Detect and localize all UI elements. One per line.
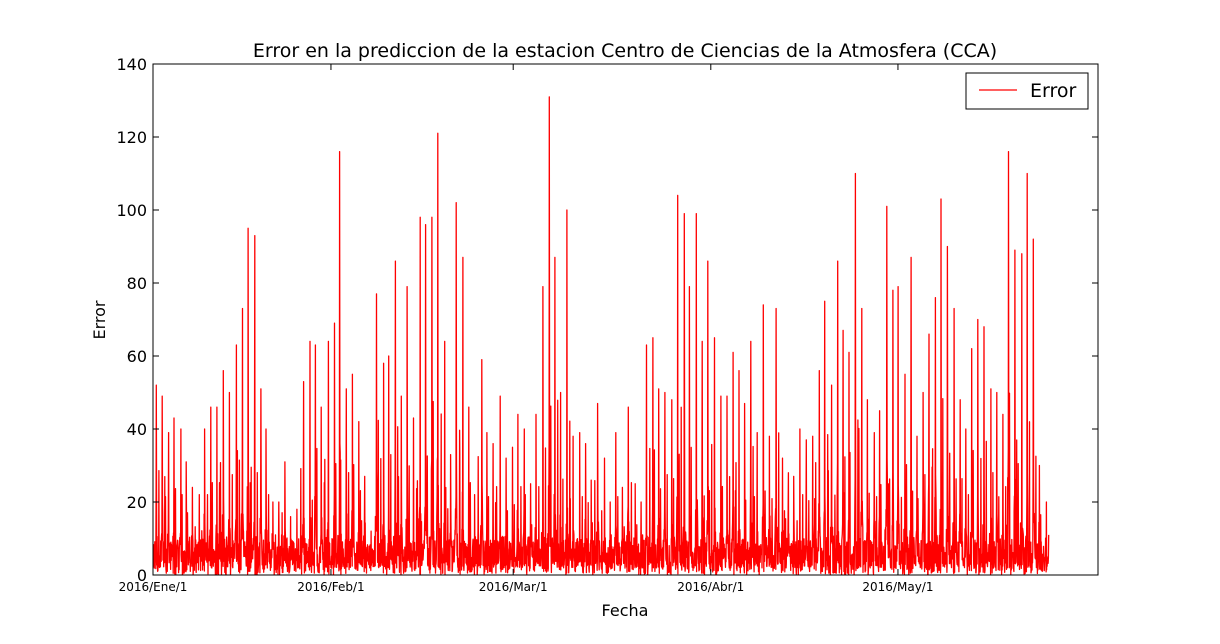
- plot-area: [153, 96, 1050, 575]
- x-axis-label: Fecha: [602, 601, 649, 620]
- y-tick-label: 20: [127, 493, 147, 512]
- x-tick-label: 2016/Mar/1: [479, 580, 548, 594]
- y-tick-label: 80: [127, 274, 147, 293]
- y-tick-label: 140: [116, 55, 147, 74]
- x-tick-label: 2016/Abr/1: [677, 580, 744, 594]
- y-axis-label: Error: [90, 300, 109, 339]
- y-tick-label: 0: [137, 566, 147, 585]
- axes: 0 20 40 60 80 100 120 140 2016/Ene/1 2016/Feb/1 20…: [116, 55, 1099, 594]
- y-tick-label: 120: [116, 128, 147, 147]
- legend-box: [965, 72, 1089, 110]
- x-tick-label: 2016/Ene/1: [119, 580, 188, 594]
- y-tick-label: 60: [127, 347, 147, 366]
- x-tick-label: 2016/May/1: [862, 580, 933, 594]
- legend-label-error: Error: [1030, 80, 1077, 102]
- axes-frame: [152, 63, 1099, 576]
- y-tick-label: 40: [127, 420, 147, 439]
- x-tick-label: 2016/Feb/1: [297, 580, 365, 594]
- chart-title: Error en la prediccion de la estacion Ce…: [253, 40, 997, 62]
- y-tick-label: 100: [116, 201, 147, 220]
- series-line-error: [153, 96, 1050, 575]
- legend: Error: [965, 72, 1089, 110]
